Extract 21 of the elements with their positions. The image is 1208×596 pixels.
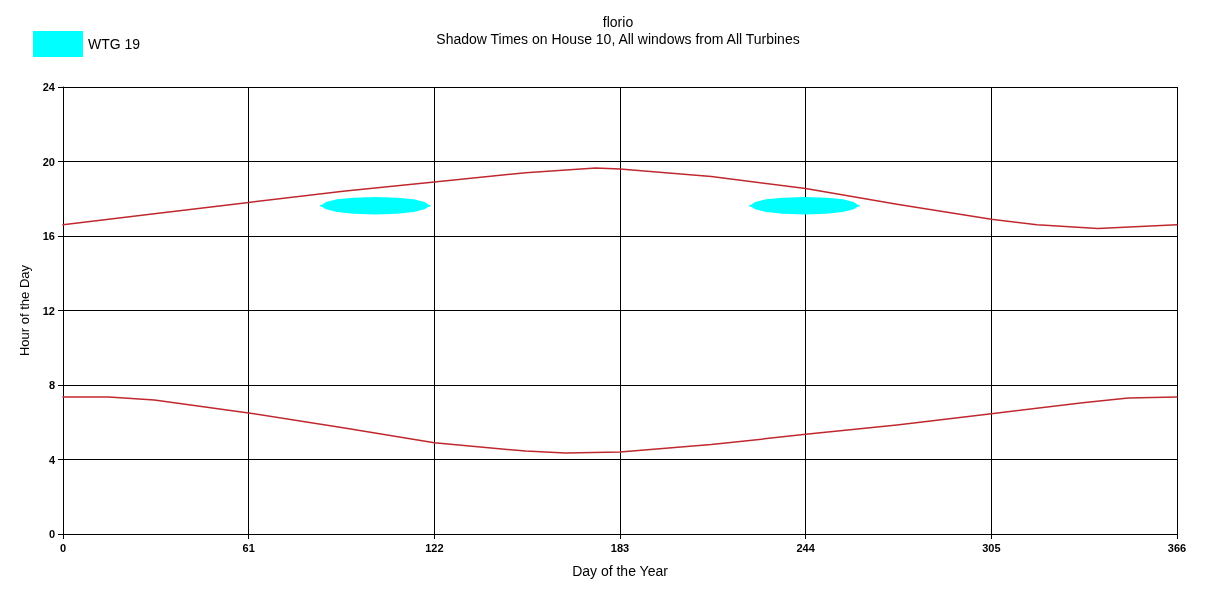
line-series (62, 396, 1178, 454)
legend-label: WTG 19 (88, 36, 141, 52)
y-tick-label: 16 (42, 230, 55, 242)
x-tick-label: 183 (610, 541, 630, 554)
y-tick-label: 8 (48, 379, 55, 391)
y-tick-label: 12 (42, 304, 55, 317)
x-axis-title: Day of the Year (572, 563, 669, 579)
y-tick-label: 24 (42, 81, 56, 93)
x-tick-label: 61 (242, 541, 255, 554)
x-tick-label: 366 (1167, 541, 1187, 554)
chart-title: florio (602, 14, 634, 30)
y-tick-label: 0 (48, 528, 55, 540)
x-tick-label: 0 (59, 541, 67, 554)
x-tick-label: 122 (425, 541, 444, 554)
x-tick-label: 305 (982, 541, 1001, 554)
y-tick-label: 4 (48, 453, 56, 466)
x-tick-label: 244 (796, 541, 816, 554)
chart-subtitle: Shadow Times on House 10, All windows from All Turbines (436, 31, 800, 47)
y-tick-label: 20 (42, 155, 55, 168)
line-series (62, 167, 1178, 230)
y-axis-title: Hour of the Day (17, 264, 32, 357)
